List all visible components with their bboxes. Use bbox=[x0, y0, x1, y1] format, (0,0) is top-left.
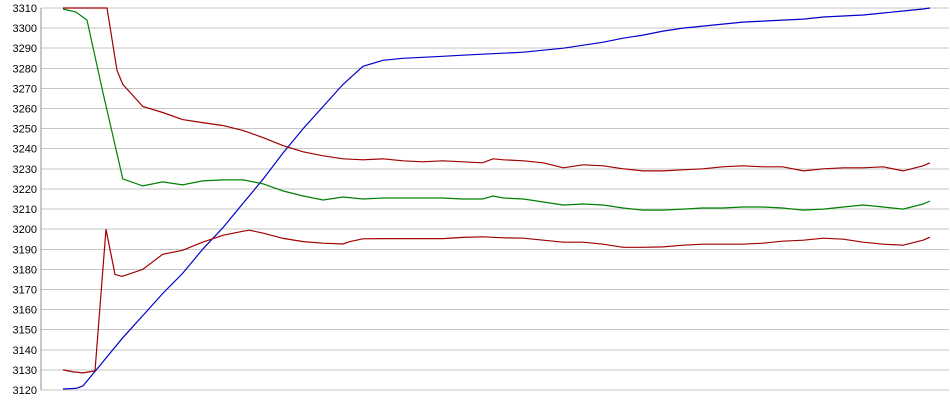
y-tick-label: 3130 bbox=[13, 365, 37, 377]
y-tick-label: 3240 bbox=[13, 144, 37, 156]
y-tick-label: 3170 bbox=[13, 284, 37, 296]
y-tick-label: 3190 bbox=[13, 244, 37, 256]
green-line-path bbox=[62, 8, 931, 211]
y-tick-label: 3300 bbox=[13, 23, 37, 35]
y-tick-label: 3160 bbox=[13, 305, 37, 317]
y-tick-label: 3210 bbox=[13, 204, 37, 216]
red-lower-line-path bbox=[62, 229, 931, 374]
y-tick-label: 3260 bbox=[13, 104, 37, 116]
y-tick-label: 3180 bbox=[13, 264, 37, 276]
red-upper-line-path bbox=[63, 7, 931, 172]
blue-line-path bbox=[62, 7, 931, 390]
y-tick-label: 3140 bbox=[13, 345, 37, 357]
y-tick-label: 3290 bbox=[13, 43, 37, 55]
y-tick-label: 3120 bbox=[13, 385, 37, 397]
y-tick-label: 3250 bbox=[13, 124, 37, 136]
y-tick-label: 3200 bbox=[13, 224, 37, 236]
y-tick-label: 3150 bbox=[13, 325, 37, 337]
y-tick-label: 3230 bbox=[13, 164, 37, 176]
y-tick-label: 3220 bbox=[13, 184, 37, 196]
y-tick-label: 3280 bbox=[13, 63, 37, 75]
y-tick-label: 3310 bbox=[13, 3, 37, 15]
y-tick-label: 3270 bbox=[13, 83, 37, 95]
